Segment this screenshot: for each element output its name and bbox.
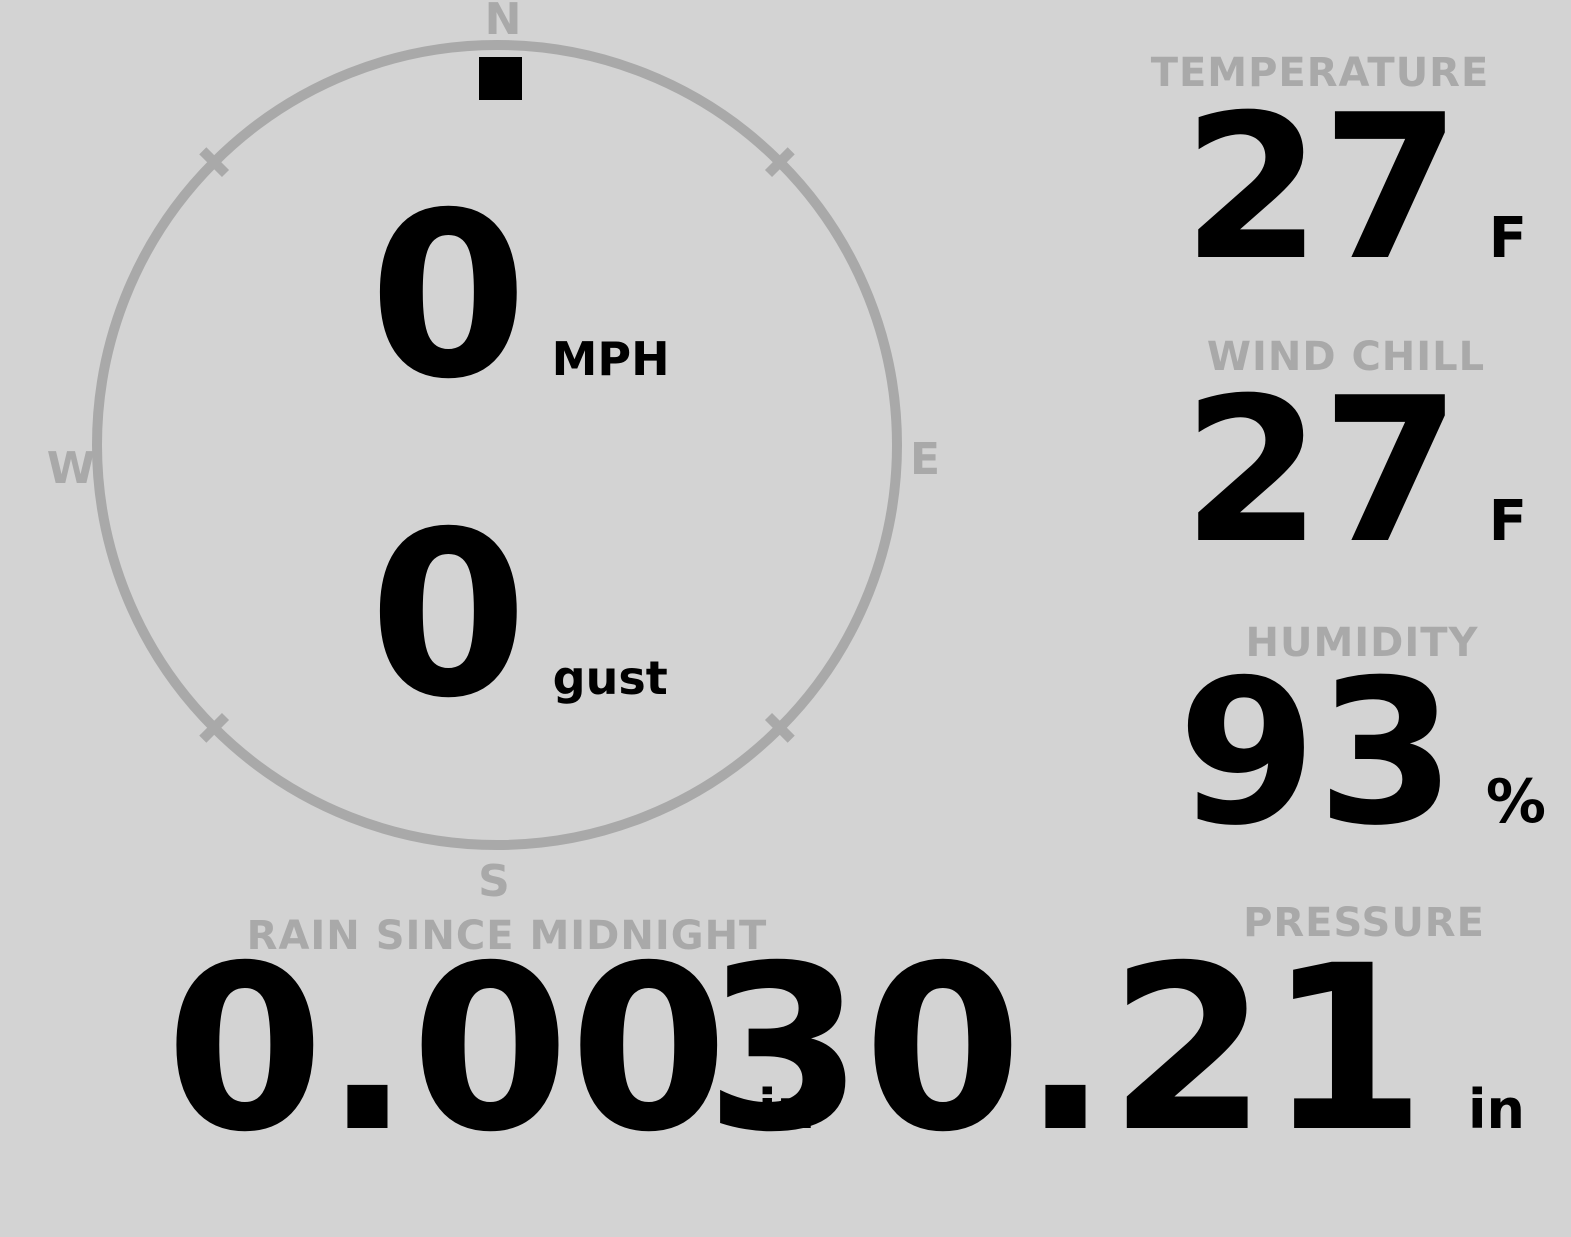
- pressure-reading: 30.21 in: [705, 935, 1525, 1163]
- pressure-value: 30.21: [704, 916, 1427, 1182]
- humidity-label: HUMIDITY: [1245, 620, 1479, 666]
- compass-tick-se-icon: [764, 712, 795, 743]
- temperature-label: TEMPERATURE: [1150, 50, 1490, 96]
- wind-chill-unit: F: [1488, 489, 1527, 554]
- rain-since-midnight-label: RAIN SINCE MIDNIGHT: [246, 913, 768, 959]
- compass-tick-sw-icon: [199, 712, 230, 743]
- wind-gust-reading: 0 gust: [369, 501, 668, 729]
- humidity-reading: 93 %: [1178, 654, 1546, 854]
- wind-speed-unit: MPH: [551, 332, 670, 386]
- temperature-value: 27: [1182, 72, 1461, 305]
- compass-label-east: E: [909, 434, 941, 485]
- compass-label-south: S: [478, 856, 510, 907]
- wind-chill-reading: 27 F: [1182, 372, 1527, 572]
- rain-since-midnight-value: 0.00: [165, 916, 729, 1182]
- wind-gust-unit: gust: [552, 651, 668, 705]
- pressure-unit: in: [1468, 1078, 1525, 1141]
- compass-tick-ne-icon: [764, 147, 795, 178]
- wind-direction-marker-icon: [479, 57, 522, 100]
- compass-label-west: W: [46, 443, 96, 494]
- compass-label-north: N: [484, 0, 522, 45]
- wind-chill-value: 27: [1182, 355, 1461, 588]
- humidity-value: 93: [1177, 637, 1456, 870]
- wind-gust-value: 0: [369, 482, 528, 748]
- wind-chill-label: WIND CHILL: [1206, 334, 1486, 380]
- humidity-unit: %: [1485, 767, 1546, 837]
- pressure-label: PRESSURE: [1243, 900, 1485, 946]
- compass-ring: [92, 40, 902, 850]
- wind-speed-reading: 0 MPH: [369, 182, 670, 410]
- wind-speed-value: 0: [369, 163, 528, 429]
- rain-since-midnight-unit: in: [758, 1078, 815, 1141]
- rain-since-midnight-reading: 0.00 in: [166, 935, 816, 1163]
- temperature-unit: F: [1488, 206, 1527, 271]
- compass-tick-nw-icon: [199, 147, 230, 178]
- temperature-reading: 27 F: [1182, 89, 1527, 289]
